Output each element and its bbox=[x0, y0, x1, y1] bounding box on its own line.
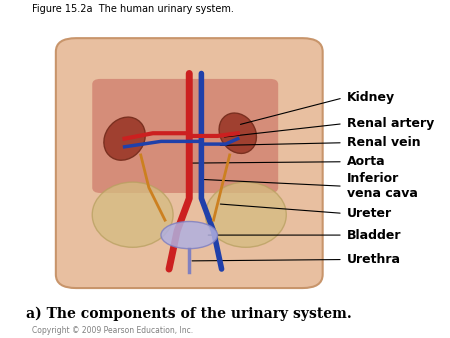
Text: Bladder: Bladder bbox=[347, 228, 401, 242]
Text: Figure 15.2a  The human urinary system.: Figure 15.2a The human urinary system. bbox=[32, 4, 234, 14]
Ellipse shape bbox=[219, 113, 256, 153]
Ellipse shape bbox=[205, 182, 286, 247]
Ellipse shape bbox=[104, 117, 145, 160]
Ellipse shape bbox=[92, 182, 173, 247]
Text: Aorta: Aorta bbox=[347, 155, 386, 168]
Text: Kidney: Kidney bbox=[347, 91, 395, 104]
Text: a) The components of the urinary system.: a) The components of the urinary system. bbox=[27, 307, 352, 321]
Text: Copyright © 2009 Pearson Education, Inc.: Copyright © 2009 Pearson Education, Inc. bbox=[32, 326, 193, 335]
Text: Inferior
vena cava: Inferior vena cava bbox=[347, 172, 418, 200]
Text: Renal vein: Renal vein bbox=[347, 136, 421, 149]
Text: Urethra: Urethra bbox=[347, 253, 401, 266]
Text: Renal artery: Renal artery bbox=[347, 117, 434, 130]
Text: Ureter: Ureter bbox=[347, 207, 392, 220]
FancyBboxPatch shape bbox=[92, 79, 278, 193]
FancyBboxPatch shape bbox=[56, 38, 323, 288]
Ellipse shape bbox=[161, 221, 217, 249]
